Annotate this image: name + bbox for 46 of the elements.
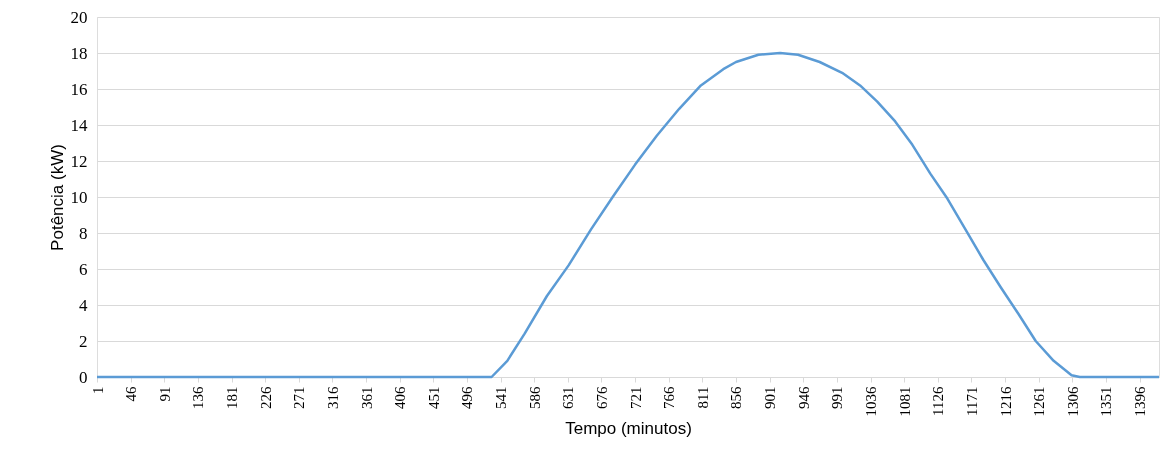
y-tick-label: 20 bbox=[70, 7, 88, 27]
x-axis-title: Tempo (minutos) bbox=[565, 418, 692, 438]
y-tick-label: 8 bbox=[79, 223, 88, 243]
x-tick-label: 1 bbox=[89, 386, 106, 394]
y-tick-label: 6 bbox=[79, 259, 88, 279]
x-tick-label: 1306 bbox=[1064, 386, 1081, 417]
y-tick-label: 2 bbox=[79, 331, 88, 351]
x-tick-label: 811 bbox=[694, 386, 711, 409]
y-tick-label: 14 bbox=[70, 115, 88, 135]
y-tick-label: 18 bbox=[70, 43, 88, 63]
x-tick-label: 451 bbox=[425, 386, 442, 409]
x-tick-label: 1081 bbox=[896, 386, 913, 417]
x-tick-label: 721 bbox=[627, 386, 644, 409]
x-tick-label: 1126 bbox=[930, 386, 947, 416]
x-tick-label: 1261 bbox=[1031, 386, 1048, 417]
x-tick-label: 1351 bbox=[1098, 386, 1115, 417]
x-tick-label: 1396 bbox=[1132, 386, 1149, 417]
x-tick-label: 856 bbox=[728, 386, 745, 409]
x-tick-label: 991 bbox=[829, 386, 846, 409]
x-tick-label: 1171 bbox=[963, 386, 980, 416]
x-tick-label: 946 bbox=[795, 386, 812, 409]
x-tick-label: 136 bbox=[190, 386, 207, 409]
y-tick-label: 10 bbox=[70, 187, 88, 207]
x-tick-label: 541 bbox=[493, 386, 510, 409]
x-tick-label: 631 bbox=[560, 386, 577, 409]
x-tick-label: 181 bbox=[224, 386, 241, 409]
x-tick-label: 496 bbox=[459, 386, 476, 409]
x-tick-label: 316 bbox=[324, 386, 341, 409]
x-tick-label: 586 bbox=[526, 386, 543, 409]
x-tick-label: 226 bbox=[257, 386, 274, 409]
y-tick-label: 4 bbox=[79, 295, 88, 315]
x-tick-label: 676 bbox=[593, 386, 610, 409]
x-tick-label: 91 bbox=[156, 386, 173, 402]
y-tick-label: 12 bbox=[70, 151, 88, 171]
x-tick-label: 1036 bbox=[863, 386, 880, 417]
x-tick-label: 766 bbox=[661, 386, 678, 409]
x-tick-label: 361 bbox=[358, 386, 375, 409]
y-tick-label: 16 bbox=[70, 79, 88, 99]
x-tick-label: 406 bbox=[392, 386, 409, 409]
line-series bbox=[95, 51, 1161, 379]
x-tick-label: 46 bbox=[123, 386, 140, 402]
x-tick-label: 901 bbox=[762, 386, 779, 409]
x-tick-label: 271 bbox=[291, 386, 308, 409]
x-tick-label: 1216 bbox=[997, 386, 1014, 417]
y-axis-title: Potência (kW) bbox=[47, 144, 67, 251]
y-tick-label: 0 bbox=[79, 367, 88, 387]
